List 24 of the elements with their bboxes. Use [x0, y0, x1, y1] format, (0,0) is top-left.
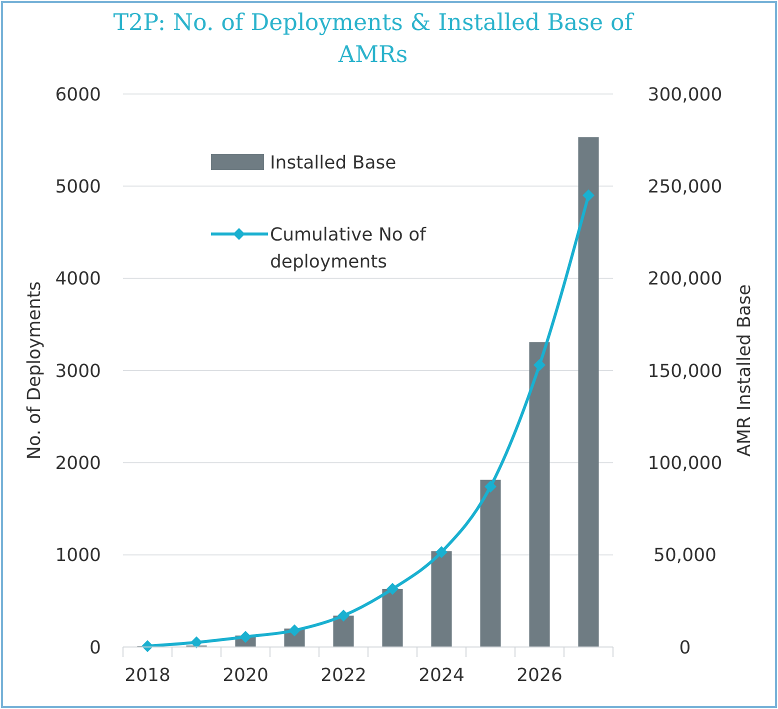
y-tick-label: 1000 — [55, 545, 101, 566]
y-axis-title: No. of Deployments — [24, 281, 45, 460]
y2-tick-label: 150,000 — [648, 360, 722, 382]
x-tick-label: 2024 — [418, 665, 464, 686]
y-tick-label: 3000 — [55, 360, 101, 382]
y2-tick-label: 100,000 — [648, 452, 722, 474]
y2-tick-label: 300,000 — [648, 84, 722, 106]
x-tick-label: 2026 — [516, 665, 562, 686]
y2-axis-title: AMR Installed Base — [734, 284, 755, 457]
y-tick-label: 2000 — [55, 452, 101, 474]
y-tick-label: 6000 — [55, 84, 101, 106]
y2-tick-label: 200,000 — [648, 268, 722, 290]
y-tick-label: 4000 — [55, 268, 101, 290]
x-tick-label: 2022 — [320, 665, 366, 686]
x-tick-label: 2020 — [222, 665, 268, 686]
y2-tick-label: 50,000 — [654, 545, 716, 566]
chart-title: T2P: No. of Deployments & Installed Base of AMRs — [113, 10, 634, 68]
y-tick-label: 5000 — [55, 176, 101, 198]
x-tick-label: 2018 — [124, 665, 170, 686]
legend-label: Installed Base — [270, 152, 396, 174]
y2-tick-label: 250,000 — [648, 176, 722, 198]
y-tick-label: 0 — [90, 637, 101, 658]
legend-label: Cumulative No of deployments — [270, 224, 427, 272]
y2-tick-label: 0 — [679, 637, 691, 658]
